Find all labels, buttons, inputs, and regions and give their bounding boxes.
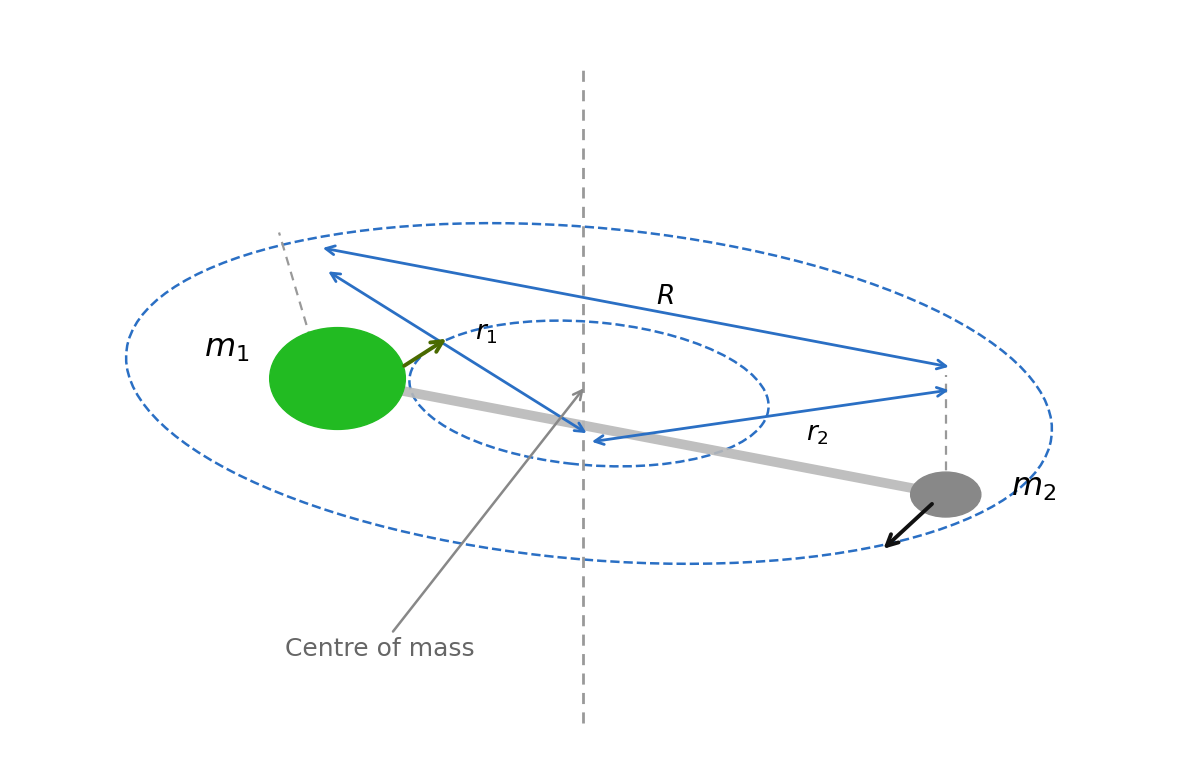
Ellipse shape	[911, 472, 981, 517]
Text: $m_1$: $m_1$	[204, 333, 249, 364]
Ellipse shape	[270, 328, 405, 429]
Text: Centre of mass: Centre of mass	[285, 391, 582, 661]
Text: $r_2$: $r_2$	[806, 422, 828, 447]
Text: $r_1$: $r_1$	[475, 321, 498, 346]
Text: $R$: $R$	[656, 284, 674, 309]
Text: $m_2$: $m_2$	[1011, 472, 1055, 503]
